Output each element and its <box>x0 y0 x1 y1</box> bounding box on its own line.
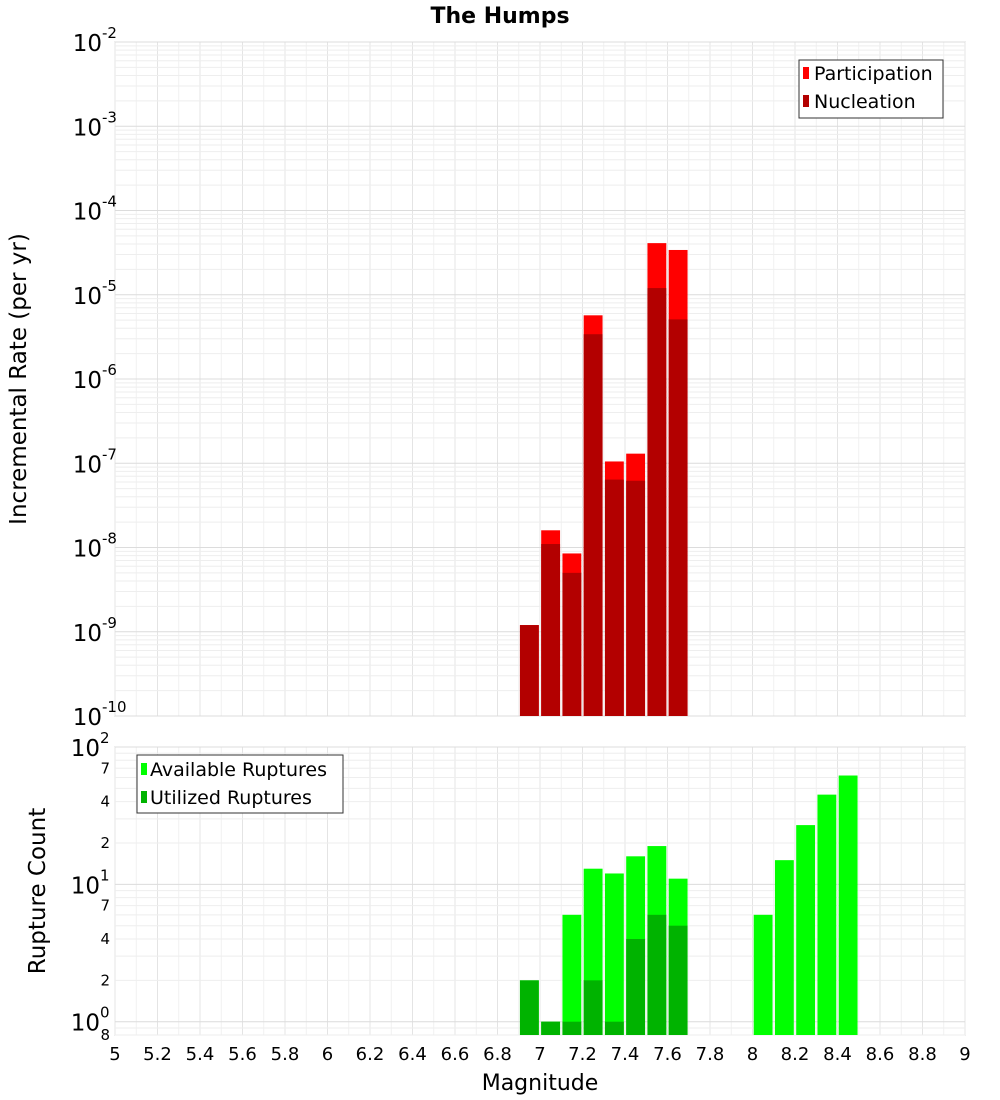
x-tick-label: 5.8 <box>271 1044 300 1065</box>
bottom-bar-utilized-ruptures <box>604 1021 624 1035</box>
y-tick-label: 10 <box>73 31 102 57</box>
y-tick-label: 10 <box>73 200 102 226</box>
y-tick-label: 10 <box>73 705 102 731</box>
y-tick-label: 10 <box>73 452 102 478</box>
x-tick-label: 5.2 <box>143 1044 172 1065</box>
x-tick-label: 5 <box>109 1044 120 1065</box>
bottom-legend-box <box>136 754 344 814</box>
y-tick-exponent: -7 <box>102 445 117 463</box>
y-tick-label: 2 <box>100 971 110 989</box>
x-tick-label: 8.6 <box>866 1044 895 1065</box>
y-tick-exponent: 2 <box>100 729 110 747</box>
legend-label-available-ruptures: Available Ruptures <box>150 759 327 781</box>
y-tick-label: 4 <box>100 793 110 811</box>
top-bar-nucleation <box>604 479 624 716</box>
y-tick-exponent: -8 <box>102 530 117 548</box>
top-legend-box <box>798 59 944 119</box>
bottom-bar-available-ruptures <box>796 825 816 1035</box>
y-tick-label: 2 <box>100 834 110 852</box>
bottom-bar-available-ruptures <box>562 914 582 1035</box>
x-tick-label: 8.2 <box>781 1044 810 1065</box>
top-bar-nucleation <box>583 334 603 716</box>
legend-swatch-available-ruptures <box>141 763 147 775</box>
top-y-tick-labels: 10-210-310-410-510-610-710-810-910-10 <box>73 24 127 731</box>
bottom-bar-utilized-ruptures <box>626 939 646 1035</box>
bottom-bar-utilized-ruptures <box>541 1021 561 1035</box>
bottom-bar-utilized-ruptures <box>647 914 667 1035</box>
bottom-bar-available-ruptures <box>774 860 794 1035</box>
bottom-bar-available-ruptures <box>604 873 624 1035</box>
top-bar-nucleation <box>562 572 582 716</box>
x-tick-label: 5.6 <box>228 1044 257 1065</box>
x-tick-label: 6.8 <box>483 1044 512 1065</box>
bottom-bar-available-ruptures <box>838 775 858 1035</box>
y-tick-exponent: -4 <box>102 193 117 211</box>
bottom-bars <box>519 775 858 1035</box>
bottom-bar-available-ruptures <box>753 914 773 1035</box>
y-tick-label: 4 <box>100 930 110 948</box>
top-legend: Participation Nucleation <box>798 59 944 119</box>
bottom-bar-utilized-ruptures <box>562 1021 582 1035</box>
y-tick-exponent: -3 <box>102 108 117 126</box>
y-tick-label: 10 <box>73 537 102 563</box>
y-tick-exponent: -5 <box>102 277 117 295</box>
y-tick-exponent: -10 <box>102 698 127 716</box>
y-tick-label: 10 <box>73 284 102 310</box>
y-tick-label: 10 <box>73 115 102 141</box>
top-bar-nucleation <box>668 319 688 716</box>
y-tick-exponent: 1 <box>100 866 110 884</box>
x-tick-labels: 5 5.2 5.4 5.6 5.8 6 6.2 6.4 6.6 6.8 7 7.2 7.4 7.6 7.8 8… <box>109 1044 970 1065</box>
legend-swatch-utilized-ruptures <box>141 791 147 803</box>
y-tick-exponent: -6 <box>102 361 117 379</box>
y-tick-label: 10 <box>71 736 100 762</box>
x-tick-label: 9 <box>959 1044 970 1065</box>
bottom-bar-utilized-ruptures <box>583 980 603 1035</box>
y-tick-exponent: -9 <box>102 614 117 632</box>
x-tick-label: 8.8 <box>908 1044 937 1065</box>
legend-label-nucleation: Nucleation <box>814 91 916 113</box>
chart-title: The Humps <box>430 4 569 29</box>
x-tick-label: 7.8 <box>696 1044 725 1065</box>
top-bar-nucleation <box>541 544 561 716</box>
bottom-bar-utilized-ruptures <box>519 980 539 1035</box>
y-tick-label: 10 <box>71 1011 100 1037</box>
y-tick-label: 7 <box>100 897 110 915</box>
y-tick-exponent: 0 <box>100 1004 110 1022</box>
x-tick-label: 6.2 <box>356 1044 385 1065</box>
legend-swatch-participation <box>803 67 809 79</box>
x-tick-label: 7 <box>534 1044 545 1065</box>
x-tick-label: 7.6 <box>653 1044 682 1065</box>
x-tick-label: 6.6 <box>441 1044 470 1065</box>
x-tick-label: 8.4 <box>823 1044 852 1065</box>
legend-label-utilized-ruptures: Utilized Ruptures <box>150 787 312 809</box>
x-tick-label: 8 <box>747 1044 758 1065</box>
top-y-axis-label: Incremental Rate (per yr) <box>6 233 32 525</box>
y-tick-label: 10 <box>73 621 102 647</box>
x-tick-label: 6 <box>322 1044 333 1065</box>
legend-label-participation: Participation <box>814 63 933 85</box>
top-bar-nucleation <box>519 625 539 716</box>
x-tick-label: 7.2 <box>568 1044 597 1065</box>
x-tick-label: 6.4 <box>398 1044 427 1065</box>
y-tick-label: 8 <box>100 1026 110 1044</box>
top-bar-nucleation <box>626 480 646 716</box>
bottom-y-axis-label: Rupture Count <box>25 808 51 974</box>
y-tick-label: 7 <box>100 759 110 777</box>
legend-swatch-nucleation <box>803 95 809 107</box>
bottom-bar-available-ruptures <box>817 794 837 1035</box>
x-tick-label: 5.4 <box>186 1044 215 1065</box>
bottom-legend: Available Ruptures Utilized Ruptures <box>136 754 344 814</box>
y-tick-label: 10 <box>71 873 100 899</box>
y-tick-exponent: -2 <box>102 24 117 42</box>
top-gridlines <box>114 41 966 717</box>
x-axis-label: Magnitude <box>482 1071 599 1096</box>
y-tick-label: 10 <box>73 368 102 394</box>
top-bars <box>519 243 688 716</box>
bottom-bar-utilized-ruptures <box>668 925 688 1035</box>
top-bar-nucleation <box>647 288 667 716</box>
x-tick-label: 7.4 <box>611 1044 640 1065</box>
